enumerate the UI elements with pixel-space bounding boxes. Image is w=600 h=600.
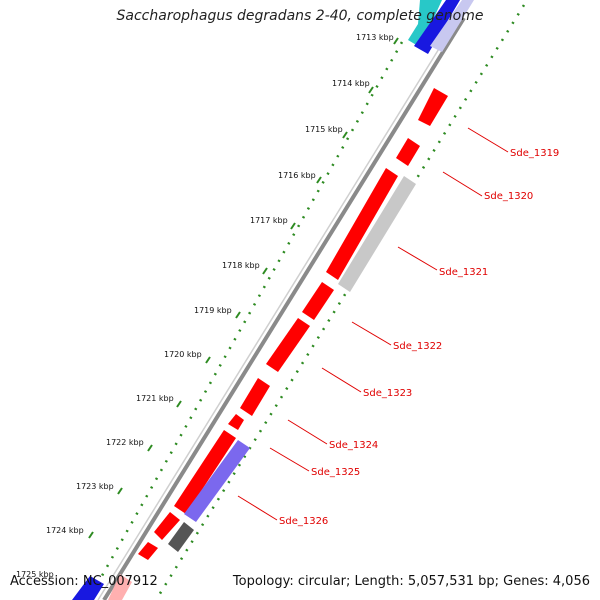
outer-dotted-ring (154, 4, 526, 600)
gene-label: Sde_1326 (279, 516, 328, 527)
gene-label: Sde_1319 (510, 148, 559, 159)
topology-text: Topology: circular; Length: 5,057,531 bp… (232, 574, 590, 589)
kbp-tick-label: 1714 kbp (332, 79, 370, 88)
kbp-tick-label: 1718 kbp (222, 261, 260, 270)
kbp-tick-label: 1720 kbp (164, 350, 202, 359)
gene-red-small-b (138, 542, 158, 560)
kbp-tick-label: 1724 kbp (46, 526, 84, 535)
gene-label: Sde_1321 (439, 267, 488, 278)
inner-dotted-ring (92, 41, 404, 591)
leader-line (397, 246, 438, 271)
accession-text: Accession: NC_007912 (10, 574, 158, 589)
leader-line (321, 367, 362, 393)
gene-sde-1320 (396, 138, 420, 166)
gene-sde-1324 (240, 378, 270, 416)
kbp-tick-label: 1715 kbp (305, 125, 343, 134)
genome-backbone (102, 16, 466, 600)
gene-label: Sde_1323 (363, 388, 412, 399)
gene-red-small-a (154, 512, 180, 540)
gene-bottom-pink (108, 574, 132, 600)
kbp-tick-label: 1723 kbp (76, 482, 114, 491)
leader-line (442, 171, 483, 197)
kbp-tick-label: 1721 kbp (136, 394, 174, 403)
gene-sde-1319 (418, 88, 448, 126)
genome-backbone-shadow (97, 17, 459, 600)
gene-label: Sde_1324 (329, 440, 378, 451)
leader-line (237, 495, 278, 521)
kbp-tick-label: 1716 kbp (278, 171, 316, 180)
gene-top-blue (414, 0, 460, 54)
gene-sde-1321-pseudo (338, 176, 416, 292)
kbp-tick-label: 1713 kbp (356, 33, 394, 42)
kbp-tick-label: 1717 kbp (250, 216, 288, 225)
gene-label: Sde_1325 (311, 467, 360, 478)
kbp-tick-label: 1722 kbp (106, 438, 144, 447)
gene-bottom-blue (72, 576, 104, 600)
gene-red-long-lower (174, 430, 236, 514)
leader-line (287, 419, 328, 445)
gene-sde-1326 (184, 440, 250, 522)
gene-sde-1321-forward (326, 168, 398, 280)
kbp-tick-label: 1725 kbp (16, 570, 54, 579)
gene-label: Sde_1320 (484, 191, 533, 202)
leader-line (467, 127, 509, 153)
gene-label: Sde_1322 (393, 341, 442, 352)
leader-line (269, 447, 310, 472)
leader-line (351, 321, 392, 346)
gene-sde-1323 (266, 318, 310, 372)
gene-top-cyan (408, 0, 442, 46)
kbp-tick-marks (88, 37, 399, 539)
kbp-tick-label: 1719 kbp (194, 306, 232, 315)
map-title: Saccharophagus degradans 2-40, complete … (116, 8, 484, 24)
gene-dark-small (168, 522, 194, 552)
gene-sde-1322 (302, 282, 334, 320)
gene-top-blue-light (430, 0, 474, 52)
gene-sde-1325 (228, 414, 244, 430)
